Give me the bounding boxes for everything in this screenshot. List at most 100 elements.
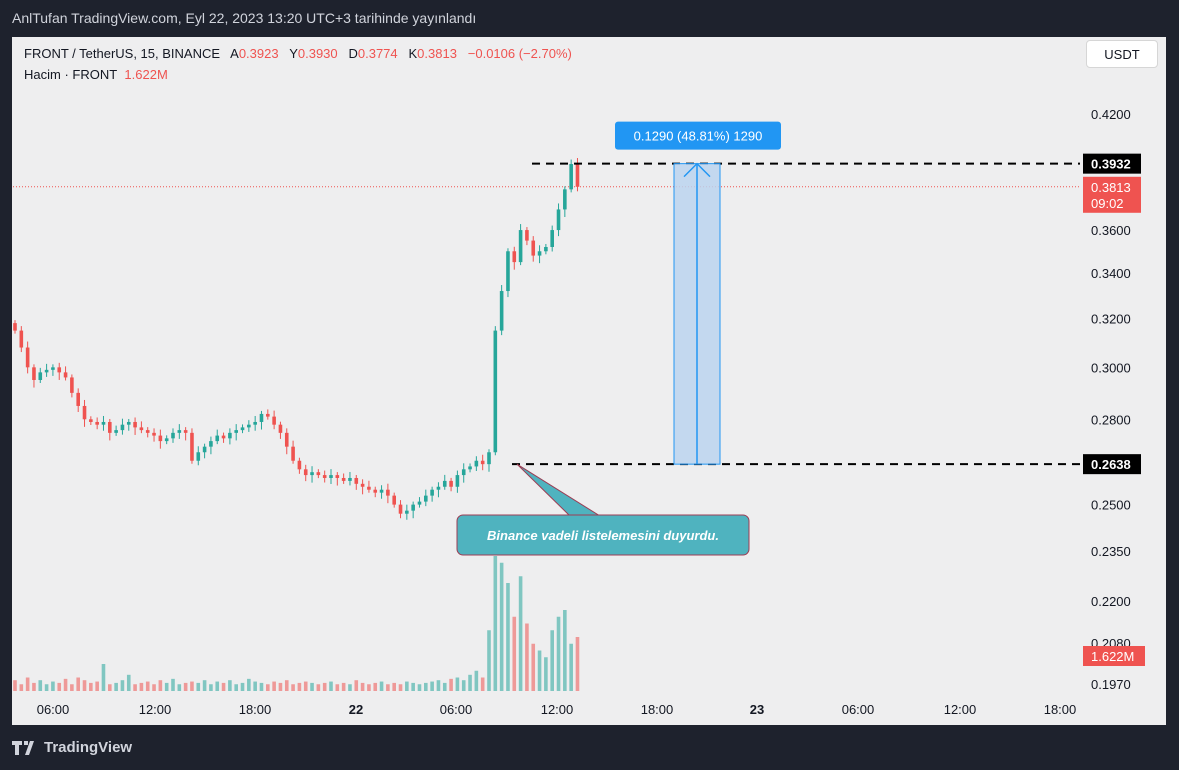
volume-bar [411, 682, 415, 691]
volume-bar [480, 677, 485, 691]
candle-body [468, 466, 472, 470]
volume-bar [190, 681, 194, 691]
volume-bar [272, 681, 276, 691]
price-tick-label: 0.4200 [1091, 107, 1131, 122]
callout-box[interactable] [456, 514, 750, 556]
volume-bar [348, 684, 352, 691]
candle-body [335, 475, 340, 478]
volume-bar [379, 681, 384, 691]
time-tick-label: 12:00 [944, 702, 977, 717]
candle-body [322, 475, 327, 478]
volume-bar [177, 684, 182, 691]
candle-body [247, 424, 251, 428]
volume-bar [158, 680, 163, 691]
time-tick-label: 18:00 [641, 702, 674, 717]
candle-body [348, 477, 352, 481]
candle-body [183, 430, 188, 433]
candle-body [32, 367, 36, 380]
candle-body [487, 452, 491, 465]
candle-body [442, 480, 447, 487]
candle-body [63, 372, 68, 378]
candle-body [108, 421, 112, 433]
time-tick-label: 22 [349, 702, 363, 717]
volume-bar [468, 674, 472, 691]
candle-body [506, 251, 510, 292]
volume-bar [120, 680, 125, 691]
candle-body [228, 432, 232, 439]
last-price-text: 0.3813 [1091, 180, 1131, 195]
volume-bar [556, 616, 561, 691]
volume-bar [101, 664, 106, 691]
volume-bar [291, 684, 295, 691]
countdown-text: 09:02 [1091, 196, 1124, 211]
volume-bar [145, 681, 150, 691]
tradingview-footer[interactable]: TradingView [12, 739, 132, 756]
currency-button[interactable]: USDT [1086, 40, 1158, 68]
callout-pointer [516, 463, 602, 517]
candle-body [82, 405, 87, 420]
volume-bar [424, 682, 428, 691]
volume-bar [531, 643, 536, 691]
candle-body [430, 489, 434, 496]
candle-body [436, 486, 441, 490]
price-tick-label: 0.3400 [1091, 266, 1131, 281]
candle-body [417, 501, 422, 505]
volume-bar [430, 681, 434, 691]
volume-bar [550, 630, 554, 691]
volume-bar [228, 680, 232, 691]
candle-body [266, 413, 270, 417]
candle-body [354, 477, 359, 484]
candle-body [310, 472, 314, 476]
price-tick-label: 0.3600 [1091, 223, 1131, 238]
volume-bar [82, 680, 87, 691]
chart-pane[interactable] [12, 37, 1166, 725]
volume-bar [13, 680, 17, 691]
candle-body [449, 480, 453, 487]
volume-bar [525, 623, 529, 691]
volume-bar [38, 680, 43, 691]
candle-body [25, 347, 30, 368]
volume-bar [303, 681, 308, 691]
price-range-arrowhead [683, 162, 711, 178]
volume-bar [152, 684, 156, 691]
volume-value: 1.622M [124, 67, 168, 82]
volume-bar [316, 684, 321, 691]
candle-body [171, 432, 175, 439]
volume-bar [563, 610, 567, 691]
candle-body [190, 432, 194, 461]
candle-body [386, 489, 390, 496]
candle-body [455, 475, 460, 487]
candle-body [474, 460, 479, 467]
candle-body [569, 164, 573, 190]
volume-bar [164, 682, 169, 691]
volume-bar [405, 681, 409, 691]
candle-body [114, 430, 118, 433]
price-tick-label: 0.3000 [1091, 360, 1131, 375]
candle-body [139, 427, 144, 431]
time-tick-label: 06:00 [842, 702, 875, 717]
volume-bars [13, 556, 580, 691]
volume-bar [44, 684, 49, 691]
volume-bar [569, 643, 573, 691]
high-value: 0.3930 [297, 46, 338, 61]
volume-bar [329, 681, 333, 691]
volume-bar [341, 682, 346, 691]
volume-bar [493, 556, 498, 691]
volume-bar [108, 684, 112, 691]
time-tick-label: 23 [750, 702, 764, 717]
volume-bar [70, 684, 74, 691]
volume-bar [386, 684, 390, 691]
candle-body [133, 421, 137, 428]
volume-bar [278, 682, 283, 691]
candle-body [424, 495, 428, 502]
candle-body [101, 421, 106, 425]
volume-bar [367, 684, 371, 691]
volume-bar [487, 630, 491, 691]
volume-bar [126, 674, 131, 691]
volume-bar [392, 682, 396, 691]
volume-bar [221, 682, 226, 691]
tradingview-logo-icon [12, 740, 34, 755]
volume-bar [449, 678, 453, 691]
